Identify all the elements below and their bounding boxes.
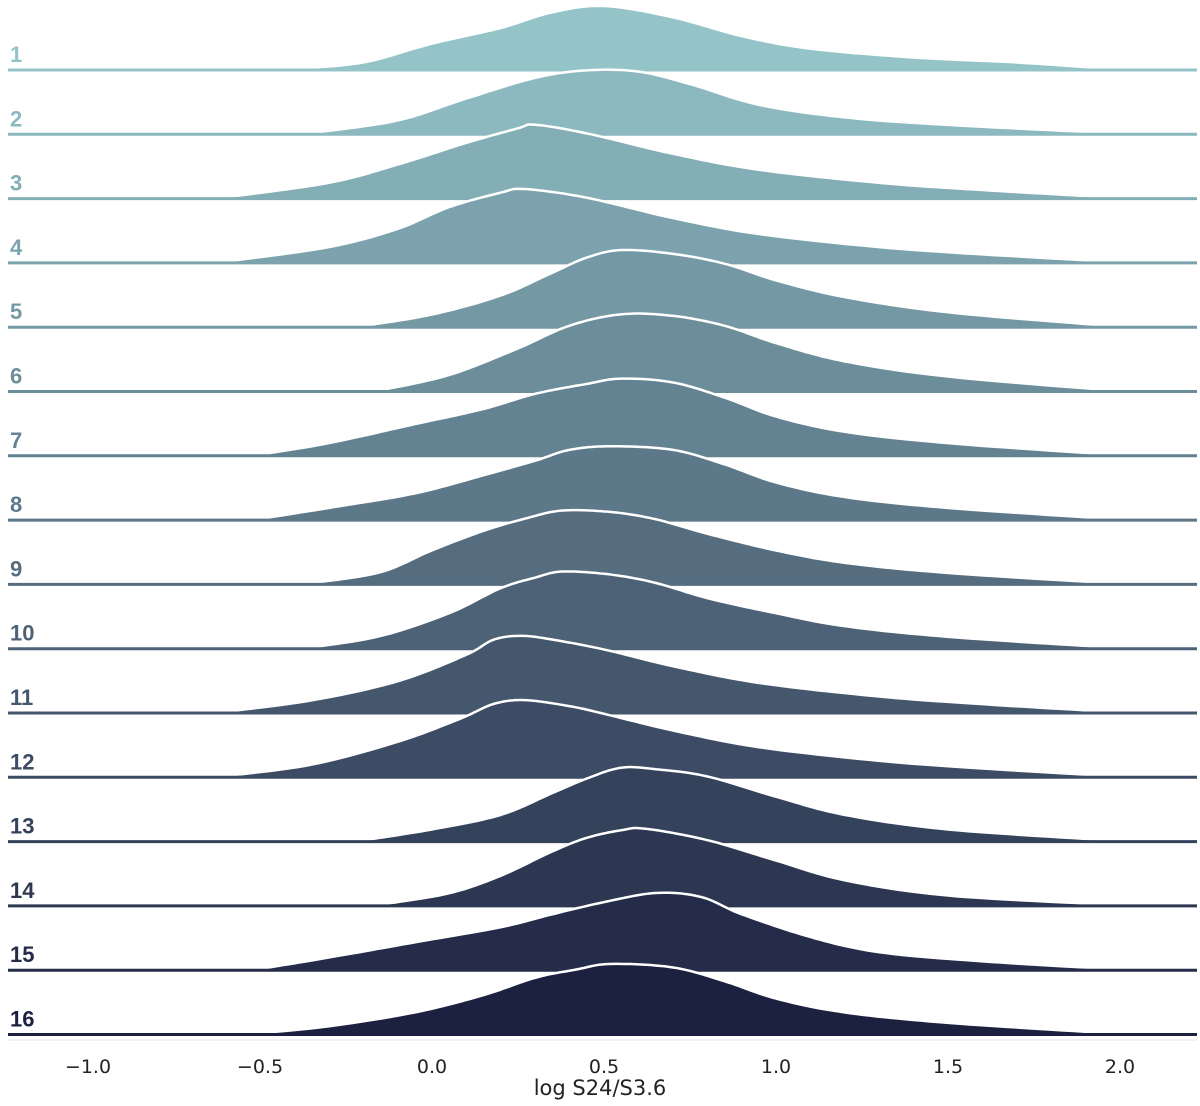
ridge-label-12: 12: [10, 749, 34, 774]
ridge-area-10: [311, 572, 1110, 649]
x-tick-label: −0.5: [237, 1056, 283, 1078]
ridge-label-9: 9: [10, 556, 22, 581]
ridge-row-7: 7: [8, 377, 1197, 459]
x-axis: −1.0 −0.5 0.0 0.5 1.0 1.5 2.0: [8, 1039, 1197, 1078]
ridge-label-6: 6: [10, 364, 22, 389]
ridge-area-8: [260, 447, 1110, 521]
x-tick-label: 0.0: [417, 1056, 447, 1078]
x-tick-label: 2.0: [1105, 1056, 1135, 1078]
ridge-area-13: [363, 768, 1110, 842]
ridge-label-13: 13: [10, 814, 34, 839]
x-tick-label: 1.0: [761, 1056, 791, 1078]
ridge-label-4: 4: [10, 235, 23, 260]
ridge-area-4: [225, 190, 1110, 263]
ridge-row-1: 1: [8, 4, 1197, 73]
x-tick-label: 0.5: [589, 1056, 619, 1078]
ridge-label-3: 3: [10, 171, 22, 196]
ridge-area-9: [311, 511, 1110, 585]
ridge-area-6: [380, 314, 1110, 392]
ridge-area-1: [294, 7, 1110, 70]
ridge-row-2: 2: [8, 68, 1197, 137]
ridge-row-8: 8: [8, 445, 1197, 523]
ridge-area-12: [225, 701, 1110, 778]
ridge-label-7: 7: [10, 428, 22, 453]
x-tick-label: 1.5: [933, 1056, 963, 1078]
ridge-label-5: 5: [10, 299, 22, 324]
ridge-area-2: [311, 70, 1110, 135]
ridge-area-14: [380, 829, 1110, 906]
ridge-row-16: 16: [8, 962, 1197, 1037]
ridge-label-15: 15: [10, 942, 34, 967]
ridge-label-11: 11: [10, 685, 33, 710]
x-tick-label: −1.0: [65, 1056, 111, 1078]
ridge-row-3: 3: [8, 123, 1197, 202]
ridge-label-14: 14: [10, 878, 35, 903]
ridge-row-13: 13: [8, 765, 1197, 845]
ridge-area-16: [260, 965, 1110, 1035]
x-axis-title: log S24/S3.6: [534, 1076, 667, 1100]
ridge-label-16: 16: [10, 1007, 34, 1032]
ridge-label-2: 2: [10, 106, 22, 131]
ridge-label-10: 10: [10, 621, 34, 646]
ridge-area-7: [260, 379, 1110, 456]
ridge-label-8: 8: [10, 492, 22, 517]
ridge-area-15: [260, 894, 1110, 971]
ridge-label-1: 1: [10, 42, 22, 67]
ridge-area-5: [363, 251, 1110, 328]
ridge-area-3: [225, 125, 1110, 199]
ridge-area-11: [225, 637, 1110, 713]
